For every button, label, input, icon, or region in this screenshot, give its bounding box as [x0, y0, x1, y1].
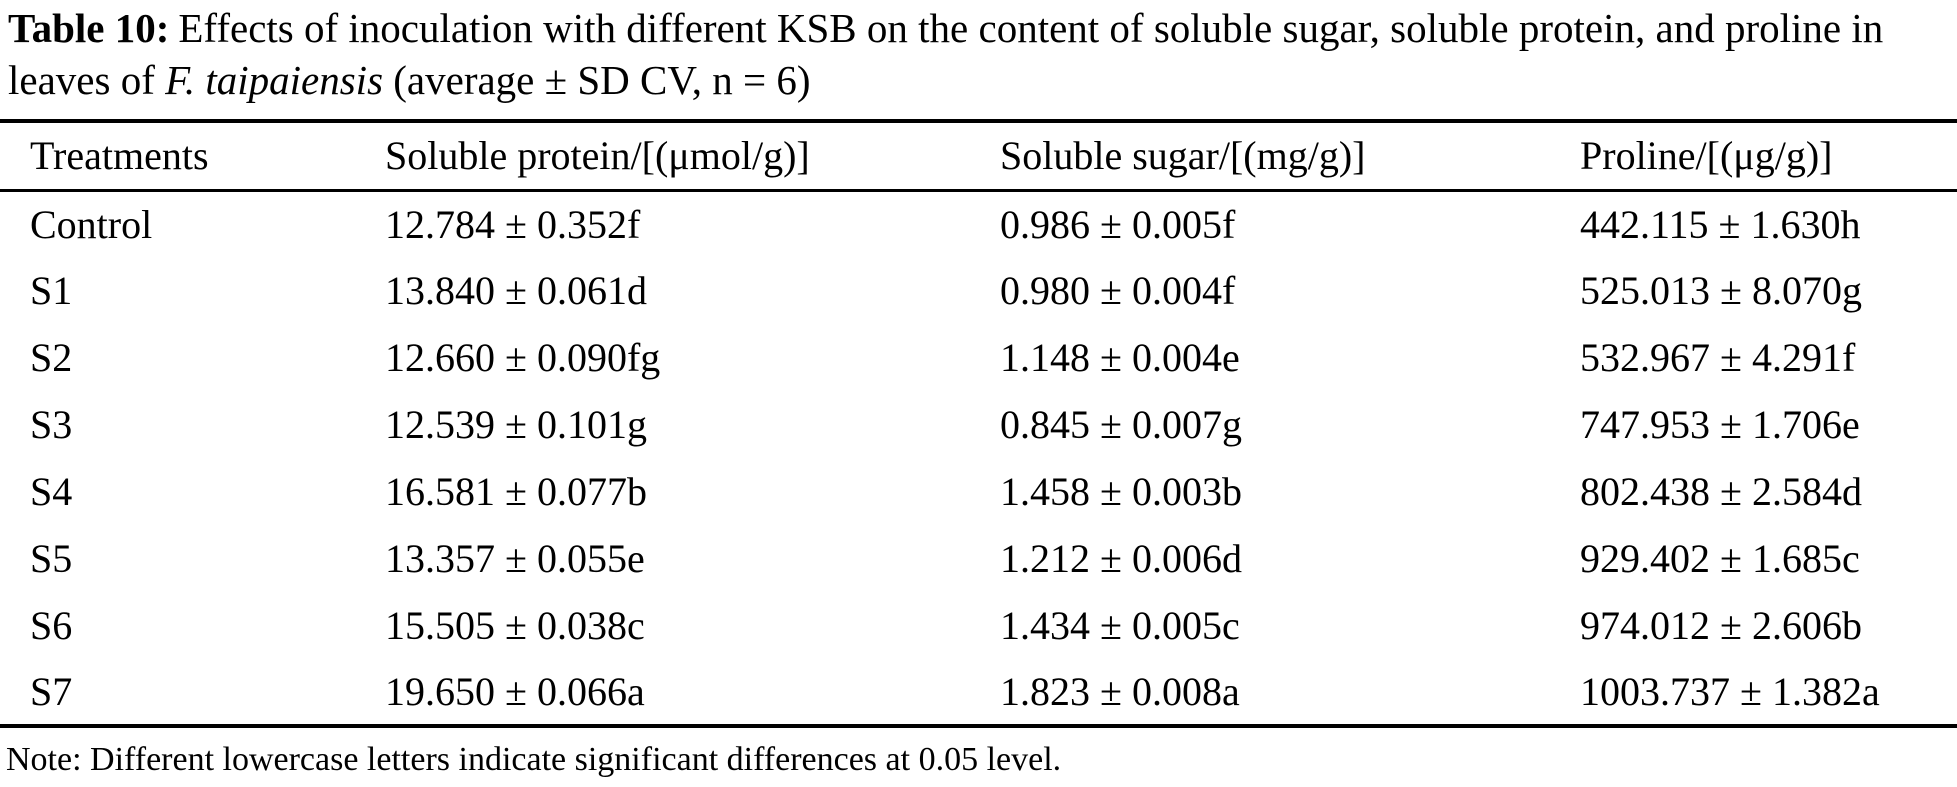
header-proline: Proline/[(μg/g)]: [1580, 121, 1957, 192]
cell-soluble-sugar: 1.434 ± 0.005c: [1000, 603, 1240, 648]
cell-soluble-protein: 13.840 ± 0.061d: [385, 268, 647, 313]
table-caption: Table 10: Effects of inoculation with dif…: [0, 0, 1957, 106]
table-row-control: Control 12.784 ± 0.352f 0.986 ± 0.005f 4…: [0, 190, 1957, 257]
header-soluble-protein: Soluble protein/[(μmol/g)]: [385, 121, 1000, 192]
cell-proline: 442.115 ± 1.630h: [1580, 201, 1861, 247]
table-row-s5: S5 13.357 ± 0.055e 1.212 ± 0.006d 929.40…: [0, 525, 1957, 592]
table-caption-label: Table 10:: [8, 5, 170, 51]
table-caption-species-name: F. taipaiensis: [165, 57, 384, 103]
cell-soluble-sugar: 0.986 ± 0.005f: [1000, 201, 1236, 247]
table-row-s6: S6 15.505 ± 0.038c 1.434 ± 0.005c 974.01…: [0, 592, 1957, 659]
cell-soluble-sugar: 1.458 ± 0.003b: [1000, 469, 1242, 514]
header-soluble-sugar: Soluble sugar/[(mg/g)]: [1000, 121, 1580, 192]
cell-proline: 1003.737 ± 1.382a: [1580, 669, 1880, 714]
cell-proline: 747.953 ± 1.706e: [1580, 402, 1860, 447]
cell-soluble-sugar: 1.823 ± 0.008a: [1000, 669, 1240, 714]
cell-soluble-protein: 13.357 ± 0.055e: [385, 536, 645, 581]
table-caption-text-2: (average ± SD CV, n = 6): [383, 57, 811, 103]
cell-treatment: S6: [30, 603, 73, 648]
cell-proline: 532.967 ± 4.291f: [1580, 335, 1856, 380]
table-row-s1: S1 13.840 ± 0.061d 0.980 ± 0.004f 525.01…: [0, 257, 1957, 324]
cell-proline: 929.402 ± 1.685c: [1580, 536, 1860, 581]
cell-soluble-sugar: 0.845 ± 0.007g: [1000, 402, 1242, 447]
header-treatments: Treatments: [0, 121, 385, 192]
cell-treatment: S2: [30, 335, 73, 380]
cell-soluble-protein: 15.505 ± 0.038c: [385, 603, 645, 648]
table-caption-text-1: Effects of inoculation with different KS…: [8, 5, 1884, 103]
cell-soluble-sugar: 1.212 ± 0.006d: [1000, 536, 1242, 581]
cell-soluble-protein: 12.784 ± 0.352f: [385, 201, 641, 247]
table-row-s2: S2 12.660 ± 0.090fg 1.148 ± 0.004e 532.9…: [0, 324, 1957, 391]
cell-treatment: S7: [30, 669, 73, 714]
cell-proline: 525.013 ± 8.070g: [1580, 268, 1862, 313]
table-row-s7: S7 19.650 ± 0.066a 1.823 ± 0.008a 1003.7…: [0, 659, 1957, 726]
cell-soluble-protein: 12.660 ± 0.090fg: [385, 335, 661, 380]
cell-treatment: S3: [30, 402, 73, 447]
cell-soluble-sugar: 1.148 ± 0.004e: [1000, 335, 1240, 380]
cell-treatment: S1: [30, 268, 73, 313]
table-footnote: Note: Different lowercase letters indica…: [6, 741, 1062, 778]
cell-soluble-protein: 12.539 ± 0.101g: [385, 402, 647, 447]
cell-soluble-sugar: 0.980 ± 0.004f: [1000, 268, 1236, 313]
cell-treatment: S5: [30, 536, 73, 581]
results-table: Treatments Soluble protein/[(μmol/g)] So…: [0, 119, 1957, 728]
table-row-s4: S4 16.581 ± 0.077b 1.458 ± 0.003b 802.43…: [0, 458, 1957, 525]
cell-treatment: S4: [30, 469, 73, 514]
cell-soluble-protein: 19.650 ± 0.066a: [385, 669, 645, 714]
cell-soluble-protein: 16.581 ± 0.077b: [385, 469, 647, 514]
cell-treatment: Control: [30, 201, 153, 247]
table-row-s3: S3 12.539 ± 0.101g 0.845 ± 0.007g 747.95…: [0, 391, 1957, 458]
cell-proline: 974.012 ± 2.606b: [1580, 603, 1862, 648]
header-row: Treatments Soluble protein/[(μmol/g)] So…: [0, 121, 1957, 192]
cell-proline: 802.438 ± 2.584d: [1580, 469, 1862, 514]
